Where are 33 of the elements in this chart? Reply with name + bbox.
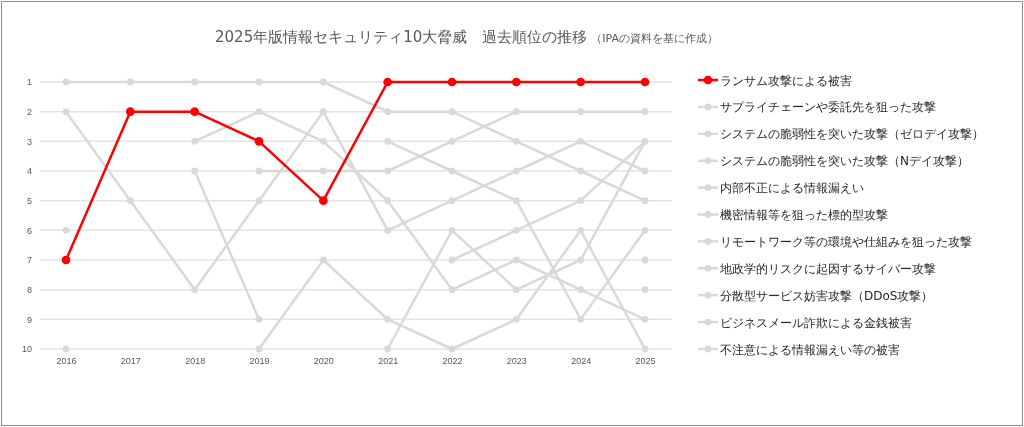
y-tick-label: 8 xyxy=(26,285,32,296)
legend-label: 内部不正による情報漏えい xyxy=(720,181,864,196)
x-tick-label: 2017 xyxy=(120,356,141,367)
legend-label: 地政学的リスクに起因するサイバー攻撃 xyxy=(719,261,936,276)
y-tick-label: 5 xyxy=(26,196,32,207)
y-tick-label: 6 xyxy=(26,225,32,236)
x-tick-label: 2020 xyxy=(313,356,334,367)
legend-label: ランサム攻撃による被害 xyxy=(720,73,852,88)
x-tick-label: 2016 xyxy=(56,356,77,367)
y-tick-label: 1 xyxy=(26,77,32,88)
y-tick-label: 4 xyxy=(26,166,32,177)
x-tick-label: 2018 xyxy=(185,356,206,367)
x-tick-label: 2025 xyxy=(635,356,656,367)
chart-title: 2025年版情報セキュリティ10大脅威 過去順位の推移 xyxy=(215,28,588,46)
x-tick-label: 2021 xyxy=(378,356,399,367)
y-tick-label: 3 xyxy=(26,136,32,147)
legend-label: リモートワーク等の環境や仕組みを狙った攻撃 xyxy=(720,234,972,249)
legend-label: 分散型サービス妨害攻撃（DDoS攻撃） xyxy=(720,288,934,303)
legend-label: サプライチェーンや委託先を狙った攻撃 xyxy=(720,100,936,115)
y-tick-label: 2 xyxy=(26,107,32,118)
y-tick-label: 9 xyxy=(26,314,32,325)
y-tick-label: 10 xyxy=(21,344,32,355)
x-tick-label: 2024 xyxy=(571,356,592,367)
x-tick-label: 2022 xyxy=(442,356,463,367)
legend-label: ビジネスメール詐欺による金銭被害 xyxy=(720,315,912,330)
legend-label: システムの脆弱性を突いた攻撃（ゼロデイ攻撃） xyxy=(720,127,984,142)
y-tick-label: 7 xyxy=(26,255,32,266)
x-tick-label: 2019 xyxy=(249,356,270,367)
legend-label: 機密情報等を狙った標的型攻撃 xyxy=(720,208,888,222)
chart-subtitle: （IPAの資料を基に作成） xyxy=(591,32,718,45)
legend-label: 不注意による情報漏えい等の被害 xyxy=(720,342,900,357)
x-tick-label: 2023 xyxy=(506,356,527,367)
legend-label: システムの脆弱性を突いた攻撃（Nデイ攻撃） xyxy=(720,154,969,169)
